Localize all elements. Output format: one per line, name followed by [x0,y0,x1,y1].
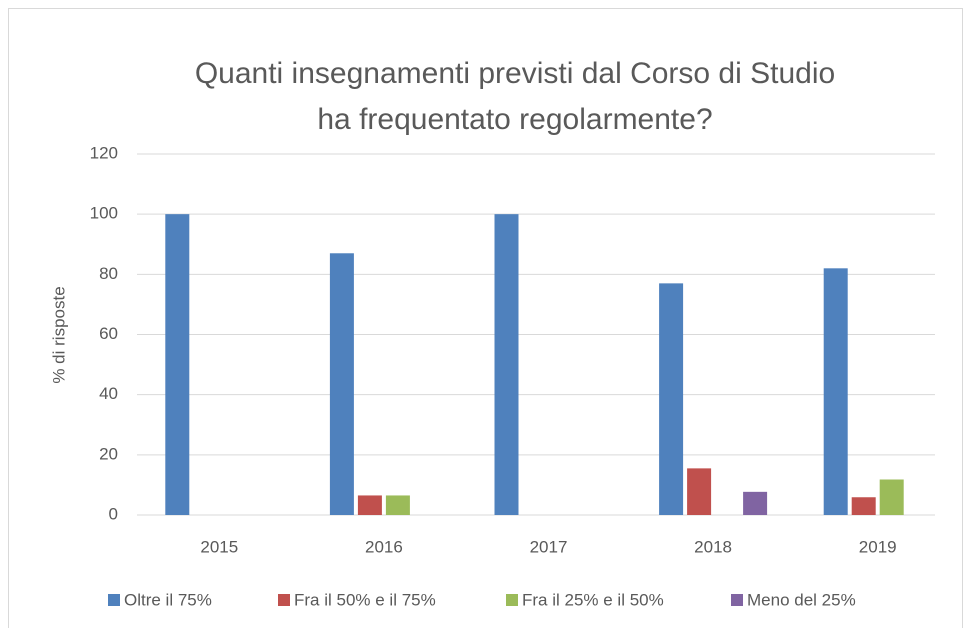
chart-title: Quanti insegnamenti previsti dal Corso d… [195,57,835,90]
bar [329,253,354,515]
chart-frame [8,8,963,628]
y-axis-label: % di risposte [49,286,68,383]
y-tick-label: 100 [90,204,118,223]
x-tick-label: 2015 [200,537,238,556]
y-tick-label: 60 [99,324,118,343]
y-tick-label: 80 [99,264,118,283]
legend-swatch [506,594,518,606]
bar [687,468,712,515]
bar [165,214,190,515]
x-tick-label: 2016 [365,537,403,556]
x-tick-label: 2017 [530,537,568,556]
legend-swatch [278,594,290,606]
y-tick-label: 0 [109,504,118,523]
x-tick-label: 2018 [694,537,732,556]
bar [494,214,519,515]
legend-swatch [108,594,120,606]
x-tick-label: 2019 [859,537,897,556]
legend-label: Fra il 50% e il 75% [294,590,436,609]
bar [823,268,848,515]
bar [879,479,904,515]
legend-label: Fra il 25% e il 50% [522,590,664,609]
bar [659,283,684,515]
chart-title: ha frequentato regolarmente? [317,103,712,136]
y-tick-label: 40 [99,384,118,403]
bar [851,497,876,515]
bar [357,495,382,515]
bar [743,491,768,515]
legend-label: Oltre il 75% [124,590,212,609]
legend-label: Meno del 25% [747,590,856,609]
y-tick-label: 20 [99,444,118,463]
y-tick-label: 120 [90,143,118,162]
bar [385,495,410,515]
legend-swatch [731,594,743,606]
